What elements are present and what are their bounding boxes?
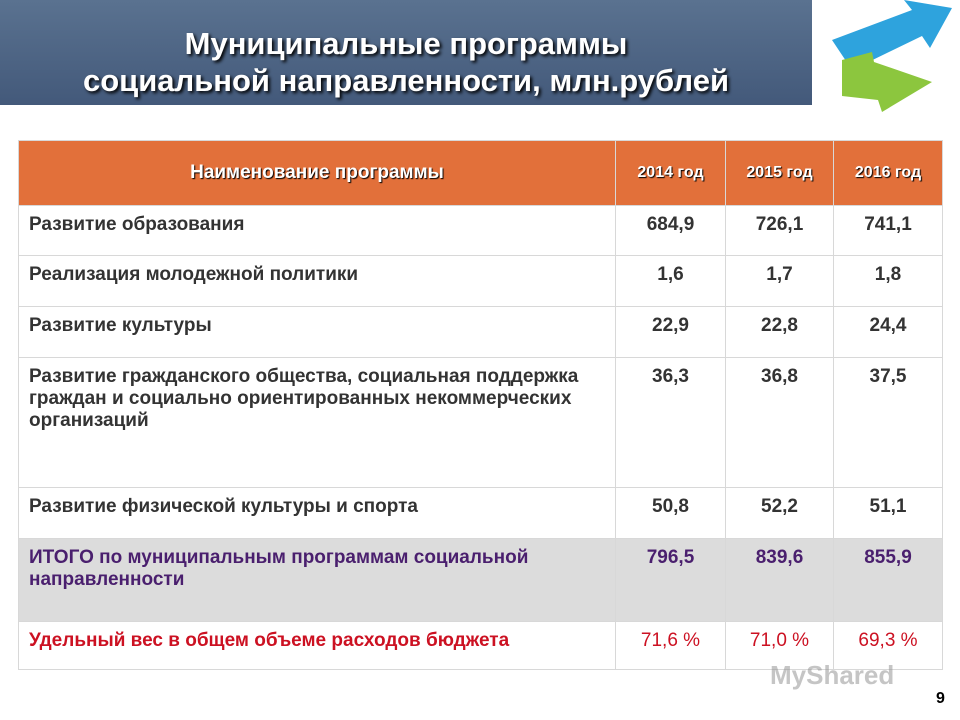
watermark: MyShared — [770, 660, 895, 690]
program-name: ИТОГО по муниципальным программам социал… — [18, 538, 616, 622]
value-cell: 22,9 — [615, 306, 726, 358]
value-cell: 1,6 — [615, 255, 726, 307]
table-row: Развитие образования 684,9 726,1 741,1 — [18, 205, 943, 256]
program-name: Развитие культуры — [18, 306, 616, 358]
title-line: социальной направленности, млн.рублей — [82, 63, 730, 98]
year-header: 2015 год — [725, 140, 834, 206]
program-name: Реализация молодежной политики — [18, 255, 616, 307]
table-row: Реализация молодежной политики 1,6 1,7 1,8 — [18, 255, 943, 307]
value-cell: 52,2 — [725, 487, 834, 539]
value-cell: 50,8 — [615, 487, 726, 539]
name-header: Наименование программы — [18, 140, 616, 206]
page-number: 9 — [936, 690, 945, 707]
value-cell: 71,6 % — [615, 621, 726, 670]
value-cell: 855,9 — [833, 538, 943, 622]
value-cell: 726,1 — [725, 205, 834, 256]
arrows-icon — [832, 0, 952, 112]
value-cell: 51,1 — [833, 487, 943, 539]
table-row: Удельный вес в общем объеме расходов бюд… — [18, 621, 943, 670]
program-name: Развитие физической культуры и спорта — [18, 487, 616, 539]
program-name: Развитие образования — [18, 205, 616, 256]
year-header: 2016 год — [833, 140, 943, 206]
table-row: Развитие физической культуры и спорта 50,… — [18, 487, 943, 539]
program-name: Удельный вес в общем объеме расходов бюд… — [18, 621, 616, 670]
program-table: Наименование программы 2014 год 2015 год 20… — [18, 140, 943, 670]
value-cell: 684,9 — [615, 205, 726, 256]
value-cell: 22,8 — [725, 306, 834, 358]
table-row: ИТОГО по муниципальным программам социал… — [18, 538, 943, 622]
value-cell: 37,5 — [833, 357, 943, 488]
title-line: Муниципальные программы — [184, 26, 628, 61]
program-name: Развитие гражданского общества, социальн… — [18, 357, 616, 488]
value-cell: 1,7 — [725, 255, 834, 307]
value-cell: 796,5 — [615, 538, 726, 622]
table-row: Развитие культуры 22,9 22,8 24,4 — [18, 306, 943, 358]
table-row: Развитие гражданского общества, социальн… — [18, 357, 943, 488]
title-banner: Муниципальные программы социальной напра… — [0, 0, 812, 105]
value-cell: 1,8 — [833, 255, 943, 307]
year-header: 2014 год — [615, 140, 726, 206]
value-cell: 839,6 — [725, 538, 834, 622]
value-cell: 36,3 — [615, 357, 726, 488]
value-cell: 36,8 — [725, 357, 834, 488]
value-cell: 741,1 — [833, 205, 943, 256]
value-cell: 69,3 % — [833, 621, 943, 670]
value-cell: 24,4 — [833, 306, 943, 358]
